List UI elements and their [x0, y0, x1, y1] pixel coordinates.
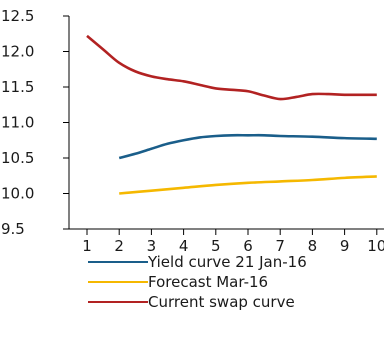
- legend-label-yield-curve: Yield curve 21 Jan-16: [148, 253, 307, 271]
- x-tick-label-6: 7: [275, 237, 285, 255]
- x-tick-label-3: 4: [179, 237, 189, 255]
- y-tick-label-1: 12.0: [1, 43, 34, 61]
- y-tick-label-4: 10.5: [1, 149, 34, 167]
- y-tick-label-5: 10.0: [1, 185, 34, 203]
- legend-label-swap-curve: Current swap curve: [148, 293, 295, 311]
- legend-swatch-yield-curve: [88, 260, 148, 264]
- series-line-swap-curve: [86, 34, 377, 101]
- x-tick-label-4: 5: [211, 237, 221, 255]
- legend-item-swap-curve: Current swap curve: [88, 292, 307, 312]
- legend-swatch-forecast: [88, 280, 148, 284]
- x-tick-label-2: 3: [147, 237, 157, 255]
- legend-label-forecast: Forecast Mar-16: [148, 273, 269, 291]
- y-tick-label-3: 11.0: [1, 114, 34, 132]
- legend: Yield curve 21 Jan-16 Forecast Mar-16 Cu…: [88, 252, 307, 312]
- series-line-forecast: [119, 175, 377, 195]
- y-tick-label-2: 11.5: [1, 78, 34, 96]
- legend-item-yield-curve: Yield curve 21 Jan-16: [88, 252, 307, 272]
- x-tick-label-8: 9: [340, 237, 350, 255]
- x-tick-label-9: 10: [367, 237, 384, 255]
- x-tick-label-5: 6: [243, 237, 253, 255]
- y-tick-label-6: 9.5: [1, 220, 25, 238]
- series-line-yield-curve: [118, 133, 377, 160]
- y-tick-label-0: 12.5: [1, 7, 34, 25]
- x-tick-label-7: 8: [308, 237, 318, 255]
- legend-swatch-swap-curve: [88, 300, 148, 304]
- x-tick-label-1: 2: [114, 237, 124, 255]
- legend-item-forecast: Forecast Mar-16: [88, 272, 307, 292]
- x-tick-label-0: 1: [82, 237, 92, 255]
